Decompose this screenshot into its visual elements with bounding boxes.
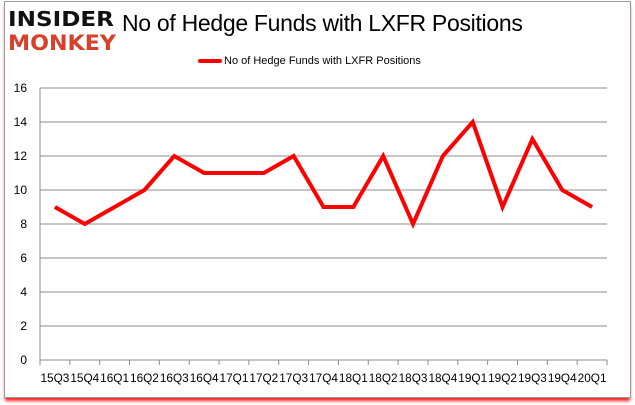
y-tick-label: 2 [20, 319, 27, 333]
x-tick-label: 18Q4 [428, 371, 457, 385]
svg-text:MONKEY: MONKEY [8, 31, 117, 52]
y-tick-label: 0 [20, 353, 27, 367]
chart-title: No of Hedge Funds with LXFR Positions [122, 10, 523, 36]
x-tick-label: 16Q2 [130, 371, 159, 385]
svg-text:INSIDER: INSIDER [8, 7, 114, 31]
x-tick-label: 20Q1 [578, 371, 607, 385]
y-tick-label: 14 [14, 115, 28, 129]
x-tick-label: 19Q4 [548, 371, 577, 385]
x-tick-label: 17Q1 [220, 371, 249, 385]
x-tick-label: 18Q2 [369, 371, 398, 385]
x-tick-label: 18Q3 [399, 371, 428, 385]
y-tick-label: 6 [20, 251, 27, 265]
x-tick-label: 17Q3 [279, 371, 308, 385]
series-line [53, 118, 594, 229]
x-tick-label: 19Q2 [488, 371, 517, 385]
y-tick-label: 16 [14, 81, 28, 95]
legend-label: No of Hedge Funds with LXFR Positions [224, 55, 421, 67]
legend-swatch [198, 59, 222, 63]
x-tick-label: 19Q3 [518, 371, 547, 385]
x-tick-label: 16Q1 [100, 371, 129, 385]
y-tick-label: 4 [20, 285, 27, 299]
y-tick-label: 10 [14, 183, 28, 197]
x-tick-label: 19Q1 [458, 371, 487, 385]
x-tick-label: 18Q1 [339, 371, 368, 385]
y-tick-label: 12 [14, 149, 28, 163]
x-tick-label: 16Q3 [160, 371, 189, 385]
x-tick-label: 15Q4 [70, 371, 99, 385]
x-tick-label: 15Q3 [41, 371, 70, 385]
x-tick-label: 17Q2 [249, 371, 278, 385]
x-tick-label: 17Q4 [309, 371, 338, 385]
legend: No of Hedge Funds with LXFR Positions [198, 55, 421, 67]
insider-monkey-logo: INSIDER MONKEY [8, 7, 117, 52]
y-tick-label: 8 [20, 217, 27, 231]
x-tick-label: 16Q4 [190, 371, 219, 385]
